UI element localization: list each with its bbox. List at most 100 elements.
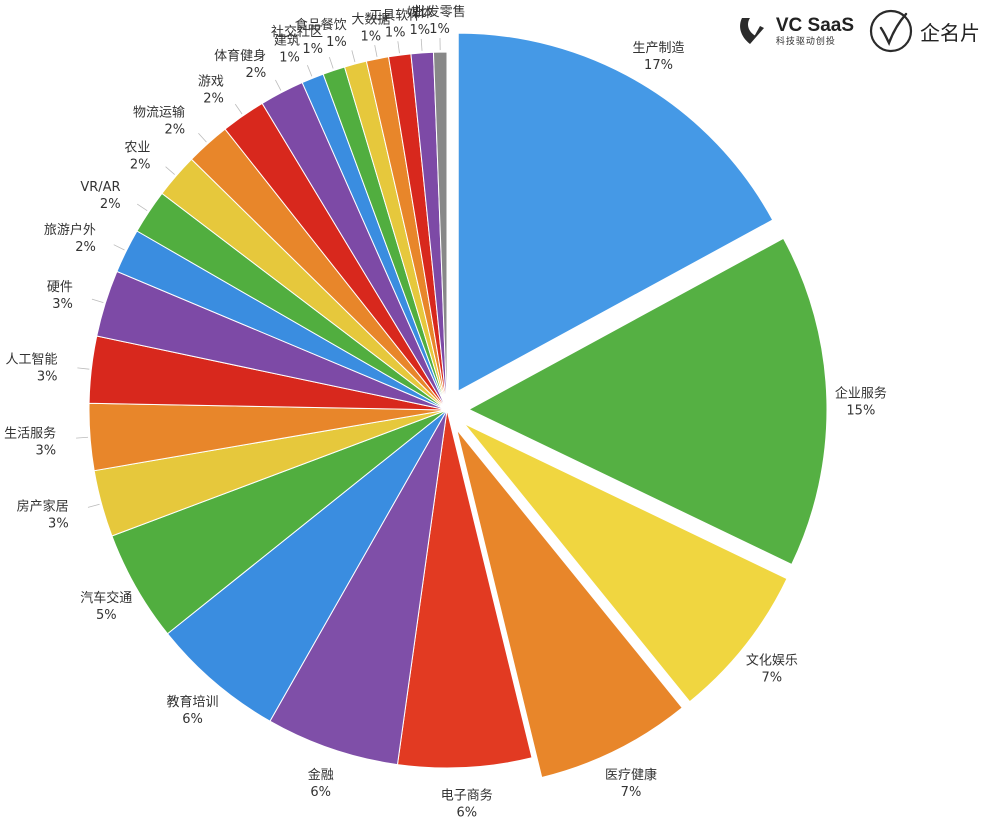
slice-value: 3% [48,517,69,532]
label-leader-lines [76,38,441,508]
leader-line [397,41,400,54]
slice-label: 金融 6% [308,767,334,800]
slice-value: 1% [302,42,323,57]
slice-label: 硬件 3% [47,280,73,312]
slice-label: 建筑 1% [274,33,300,66]
slice-name: 金融 [308,767,334,783]
slice-value: 2% [130,158,151,173]
leader-line [306,65,313,77]
slice-name: 人工智能 [6,353,58,368]
leader-line [198,132,207,143]
leader-line [420,38,423,51]
slice-name: 电子商务 [441,788,493,804]
slice-name: VR/AR [80,180,120,195]
leader-line [91,298,104,304]
slice-value: 15% [846,404,875,419]
leader-line [87,503,100,508]
slice-label: 旅游户外 2% [44,222,96,255]
slice-label: 文化娱乐 7% [746,654,798,686]
slice-name: 文化娱乐 [746,654,798,669]
qimingpian-name: 企名片 [920,20,980,45]
slice-name: 旅游户外 [44,222,96,238]
slice-value: 1% [429,22,450,37]
slice-value: 1% [410,23,431,38]
slice-name: 农业 [124,141,150,156]
leader-line [328,56,334,69]
slice-value: 3% [37,370,58,385]
slice-label: 体育健身 2% [214,48,266,81]
slice-label: 电子商务 6% [441,788,493,821]
slice-label: 企业服务 15% [835,386,887,419]
slice-label: 社交社区 1% [271,24,323,57]
pie-slice [456,429,683,779]
slice-name: 企业服务 [835,386,887,402]
slice-label: 农业 2% [124,141,150,173]
slice-name: 硬件 [47,280,73,295]
slice-label: 生产制造 17% [632,41,684,73]
slice-name: 体育健身 [214,48,266,64]
slice-label: 媒体 1% [407,6,433,38]
vc-saas-mark-icon [739,18,764,44]
slice-label: 汽车交通 5% [80,590,132,623]
slice-label: 大数据 1% [351,12,390,44]
pie-slice [432,51,448,411]
slice-name: 食品餐饮 [295,17,347,33]
slice-label: VR/AR 2% [80,180,120,212]
qimingpian-mark-icon [869,9,913,53]
slice-name: 游戏 [198,75,224,90]
vc-saas-subtitle: 科技驱动创投 [775,36,836,47]
qimingpian-logo: 企名片 [868,8,980,54]
slice-name: 医疗健康 [605,767,657,783]
slice-value: 6% [182,712,203,727]
slice-name: 大数据 [351,12,390,27]
pie-slice [166,409,448,722]
slice-name: 房产家居 [17,499,69,515]
leader-line [136,203,148,212]
slice-name: 汽车交通 [80,590,132,606]
slice-name: 批发零售 [414,4,466,20]
slice-name: 工具软件 [369,8,421,23]
slice-name: 生活服务 [4,426,56,442]
slice-label: 房产家居 3% [17,499,69,532]
slice-value: 2% [203,92,224,107]
leader-line [77,367,90,370]
slice-name: 媒体 [407,6,433,21]
leader-line [165,166,175,175]
slice-value: 2% [164,122,185,137]
slice-value: 6% [310,785,331,800]
slice-label: 人工智能 3% [6,353,58,385]
pie-slice [467,237,828,566]
slice-label: 物流运输 2% [133,104,185,137]
slice-value: 7% [762,671,783,686]
slice-label: 医疗健康 7% [605,767,657,800]
pie-slice [396,409,533,769]
leader-line [374,45,378,57]
leader-line [234,103,243,115]
slice-name: 生产制造 [632,41,684,56]
slice-value: 5% [96,608,117,623]
slice-value: 2% [246,66,267,81]
leader-line [351,50,356,63]
pie-slice [457,32,774,392]
slice-labels: 生产制造 17%企业服务 15%文化娱乐 7%医疗健康 7%电子商务 6%金融 6%教育培训… [4,4,887,820]
slice-label: 教育培训 6% [167,694,219,727]
slice-name: 教育培训 [167,694,219,710]
slice-name: 社交社区 [271,24,323,40]
slice-label: 游戏 2% [198,75,224,107]
slice-value: 6% [456,806,477,821]
slice-label: 工具软件 1% [369,8,421,40]
slice-value: 1% [361,29,382,44]
brand-logos: VC SaaS 科技驱动创投 企名片 [736,6,980,56]
vc-saas-logo: VC SaaS 科技驱动创投 [736,14,854,48]
slice-name: 物流运输 [133,104,185,120]
leader-line [76,436,89,439]
slice-value: 1% [385,25,406,40]
pie-slices [88,32,828,779]
leader-line [113,244,125,251]
slice-value: 2% [100,197,121,212]
slice-value: 17% [644,58,673,73]
slice-label: 批发零售 1% [414,4,466,37]
slice-value: 7% [621,785,642,800]
pie-slice [269,409,448,766]
